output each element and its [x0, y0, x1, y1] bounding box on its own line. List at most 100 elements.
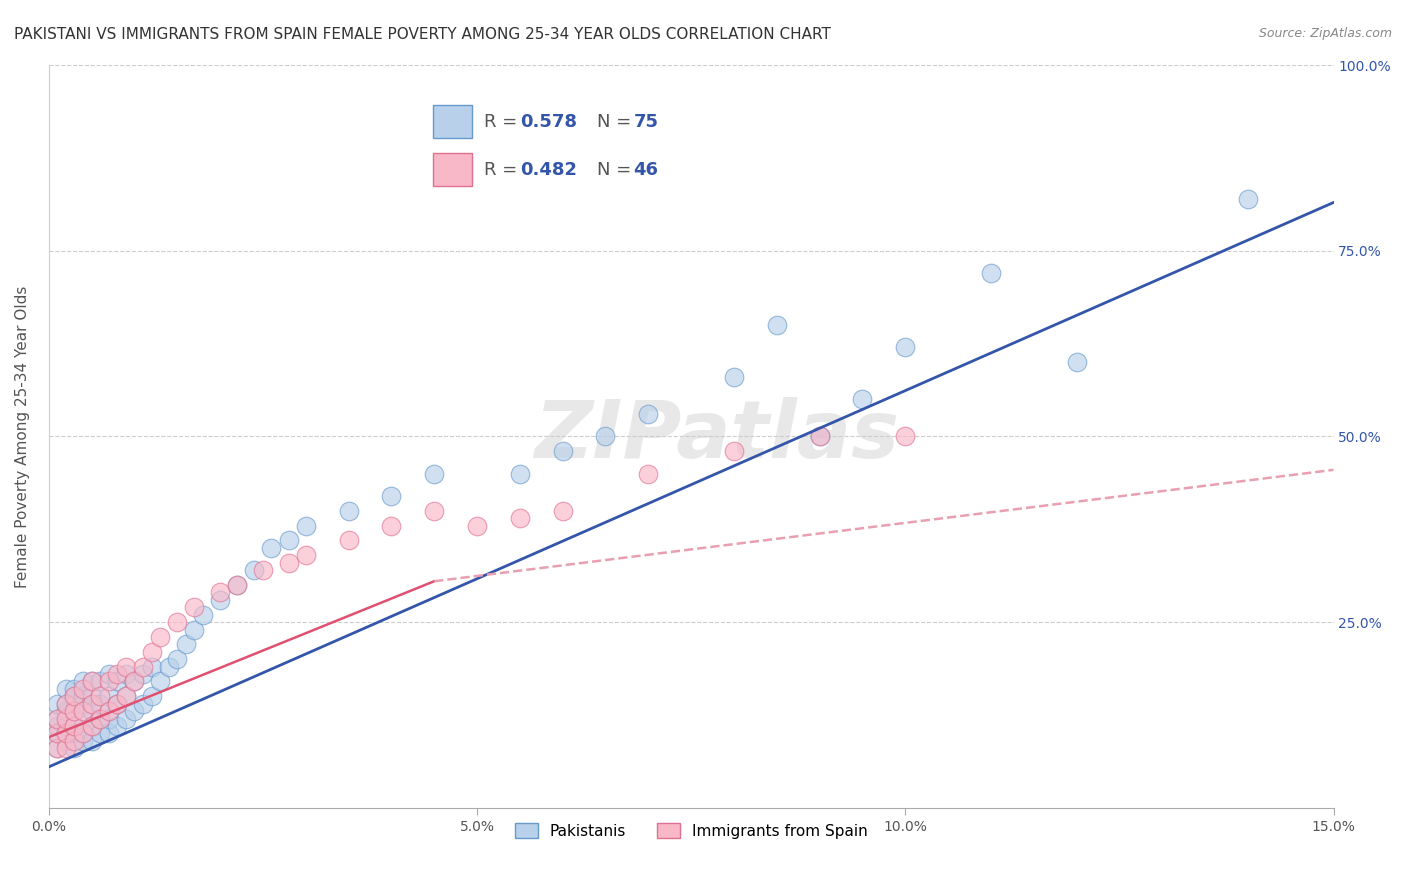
Point	[80, 719, 103, 733]
Point	[63, 741, 86, 756]
Point	[55, 741, 77, 756]
Point	[46, 712, 69, 726]
Point	[46, 697, 69, 711]
Text: ZIPatlas: ZIPatlas	[534, 398, 900, 475]
Point	[63, 719, 86, 733]
Point	[55, 726, 77, 740]
Point	[97, 667, 120, 681]
Point	[55, 719, 77, 733]
Point	[294, 518, 316, 533]
Point	[63, 690, 86, 704]
Point	[72, 734, 94, 748]
Point	[980, 266, 1002, 280]
Point	[97, 712, 120, 726]
Point	[465, 518, 488, 533]
Point	[124, 674, 146, 689]
Point	[141, 645, 163, 659]
Point	[46, 741, 69, 756]
Point	[114, 667, 136, 681]
Point	[80, 674, 103, 689]
Point	[114, 659, 136, 673]
Point	[72, 726, 94, 740]
Point	[509, 511, 531, 525]
Point	[141, 690, 163, 704]
Point	[808, 429, 831, 443]
Point	[55, 712, 77, 726]
Point	[509, 467, 531, 481]
Point	[209, 592, 232, 607]
Point	[72, 690, 94, 704]
Point	[105, 674, 128, 689]
Point	[105, 719, 128, 733]
Point	[105, 667, 128, 681]
Point	[80, 719, 103, 733]
Point	[277, 533, 299, 548]
Point	[46, 741, 69, 756]
Point	[97, 674, 120, 689]
Point	[105, 697, 128, 711]
Point	[63, 681, 86, 696]
Point	[423, 467, 446, 481]
Text: PAKISTANI VS IMMIGRANTS FROM SPAIN FEMALE POVERTY AMONG 25-34 YEAR OLDS CORRELAT: PAKISTANI VS IMMIGRANTS FROM SPAIN FEMAL…	[14, 27, 831, 42]
Point	[132, 697, 155, 711]
Point	[55, 704, 77, 718]
Point	[114, 712, 136, 726]
Point	[97, 704, 120, 718]
Point	[1066, 355, 1088, 369]
Point	[226, 578, 249, 592]
Point	[72, 697, 94, 711]
Point	[277, 556, 299, 570]
Point	[72, 681, 94, 696]
Point	[114, 690, 136, 704]
Point	[226, 578, 249, 592]
Point	[595, 429, 617, 443]
Point	[124, 674, 146, 689]
Point	[294, 548, 316, 562]
Point	[209, 585, 232, 599]
Point	[637, 467, 659, 481]
Point	[63, 726, 86, 740]
Point	[894, 340, 917, 354]
Point	[89, 726, 111, 740]
Point	[89, 674, 111, 689]
Point	[337, 504, 360, 518]
Point	[851, 392, 873, 407]
Point	[174, 637, 197, 651]
Point	[46, 726, 69, 740]
Point	[55, 726, 77, 740]
Point	[551, 504, 574, 518]
Point	[55, 734, 77, 748]
Point	[141, 659, 163, 673]
Y-axis label: Female Poverty Among 25-34 Year Olds: Female Poverty Among 25-34 Year Olds	[15, 285, 30, 588]
Point	[72, 704, 94, 718]
Point	[723, 444, 745, 458]
Point	[132, 659, 155, 673]
Point	[114, 690, 136, 704]
Point	[46, 726, 69, 740]
Point	[380, 518, 402, 533]
Point	[80, 704, 103, 718]
Point	[166, 615, 188, 629]
Point	[80, 697, 103, 711]
Point	[89, 697, 111, 711]
Point	[63, 704, 86, 718]
Point	[337, 533, 360, 548]
Point	[243, 563, 266, 577]
Point	[97, 726, 120, 740]
Point	[166, 652, 188, 666]
Point	[89, 712, 111, 726]
Point	[89, 712, 111, 726]
Point	[637, 407, 659, 421]
Point	[765, 318, 787, 332]
Point	[63, 704, 86, 718]
Point	[63, 690, 86, 704]
Point	[157, 659, 180, 673]
Point	[89, 690, 111, 704]
Point	[894, 429, 917, 443]
Point	[149, 674, 172, 689]
Point	[63, 719, 86, 733]
Point	[183, 600, 205, 615]
Point	[1237, 192, 1260, 206]
Point	[124, 704, 146, 718]
Point	[551, 444, 574, 458]
